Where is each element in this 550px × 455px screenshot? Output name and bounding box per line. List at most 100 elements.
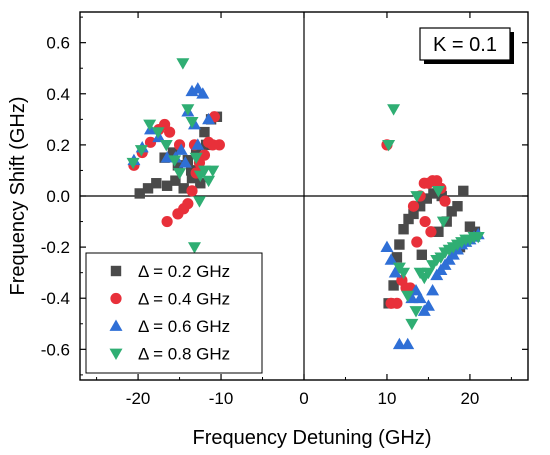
data-point: [178, 156, 192, 168]
data-point: [436, 190, 447, 202]
data-point: [182, 155, 194, 166]
data-point: [431, 186, 445, 198]
data-point: [161, 215, 173, 228]
data-point: [380, 240, 394, 252]
data-point: [189, 152, 203, 165]
data-point: [168, 155, 182, 167]
data-point: [195, 178, 206, 189]
data-point: [452, 201, 463, 212]
data-point: [433, 226, 444, 237]
data-point: [388, 266, 402, 278]
data-point: [185, 117, 199, 129]
data-point: [428, 188, 439, 199]
data-point: [411, 236, 423, 248]
data-point: [391, 252, 403, 263]
data-point: [143, 119, 157, 131]
data-point: [196, 87, 210, 99]
legend-item: Δ = 0.4 GHz: [110, 290, 230, 309]
y-axis-title: Frequency Shift (GHz): [7, 97, 29, 296]
data-point: [414, 201, 426, 212]
data-point: [151, 178, 162, 189]
data-point: [213, 139, 225, 151]
legend-marker: [109, 348, 123, 360]
data-point: [191, 138, 205, 150]
y-tick-label: 0.4: [46, 85, 70, 104]
data-point: [392, 337, 406, 350]
x-tick-label: 0: [299, 389, 308, 408]
data-point: [471, 232, 485, 244]
legend-marker: [110, 292, 122, 305]
legend-marker: [109, 319, 123, 331]
legend-label: Δ = 0.4 GHz: [138, 290, 230, 309]
data-point: [419, 215, 431, 228]
data-point: [408, 208, 419, 220]
data-point: [407, 200, 420, 212]
data-point: [413, 291, 427, 304]
data-point: [126, 157, 140, 170]
data-point: [159, 140, 173, 152]
legend-label: Δ = 0.8 GHz: [138, 345, 230, 364]
data-point: [206, 165, 220, 177]
legend-item: Δ = 0.8 GHz: [109, 345, 230, 364]
annotation: K = 0.1: [419, 27, 514, 64]
axes: -20 -10 0 10 20 -0.6 -0.4 -0.2 0.0 0.2 0.4 0.6 Frequ…: [7, 12, 528, 449]
legend: Δ = 0.2 GHz Δ = 0.4 GHz Δ = 0.6 GHz Δ = 0.8…: [85, 252, 263, 374]
data-point: [186, 172, 198, 184]
data-point: [164, 126, 176, 138]
data-point: [174, 143, 188, 155]
y-tick-label: -0.2: [41, 238, 70, 257]
data-point: [446, 206, 457, 217]
data-point: [421, 299, 435, 311]
data-point: [172, 208, 184, 220]
annotation-box: [419, 27, 511, 61]
data-point: [192, 196, 206, 208]
data-point: [202, 112, 216, 125]
legend-label: Δ = 0.6 GHz: [138, 317, 230, 336]
data-point: [167, 147, 179, 158]
data-point: [391, 297, 403, 309]
data-point: [178, 183, 189, 194]
data-point: [134, 145, 148, 157]
data-point: [197, 165, 211, 177]
y-tick-label: 0.6: [46, 34, 70, 53]
data-point: [384, 253, 398, 265]
legend-label: Δ = 0.2 GHz: [138, 262, 230, 281]
data-point: [382, 140, 396, 152]
data-point: [186, 185, 198, 197]
data-points: [126, 58, 485, 350]
data-point: [401, 290, 415, 303]
data-point: [397, 267, 411, 280]
data-point: [401, 337, 415, 350]
data-point: [181, 104, 195, 116]
data-point: [134, 188, 145, 199]
data-point: [170, 175, 181, 186]
x-tick-label: -10: [209, 389, 234, 408]
data-point: [182, 198, 194, 210]
data-point: [142, 183, 154, 194]
legend-item: Δ = 0.6 GHz: [109, 317, 230, 336]
x-tick-label: 20: [460, 389, 479, 408]
data-point: [398, 224, 409, 235]
data-point: [421, 193, 432, 204]
data-point: [387, 104, 401, 116]
data-point: [405, 318, 419, 331]
x-tick-label: -20: [126, 389, 151, 408]
data-point: [409, 306, 423, 318]
y-tick-label: -0.6: [41, 340, 70, 359]
x-tick-label: 10: [378, 389, 397, 408]
data-point: [458, 185, 469, 197]
data-point: [202, 175, 216, 188]
x-axis-title: Frequency Detuning (GHz): [193, 427, 432, 449]
legend-item: Δ = 0.2 GHz: [110, 262, 230, 281]
data-point: [151, 127, 165, 139]
data-point: [426, 284, 440, 296]
data-point: [161, 180, 173, 191]
data-point: [176, 58, 190, 70]
data-point: [187, 242, 201, 254]
legend-marker: [110, 265, 122, 277]
data-point: [469, 226, 481, 237]
data-point: [160, 151, 174, 163]
y-tick-label: 0.0: [46, 187, 70, 206]
